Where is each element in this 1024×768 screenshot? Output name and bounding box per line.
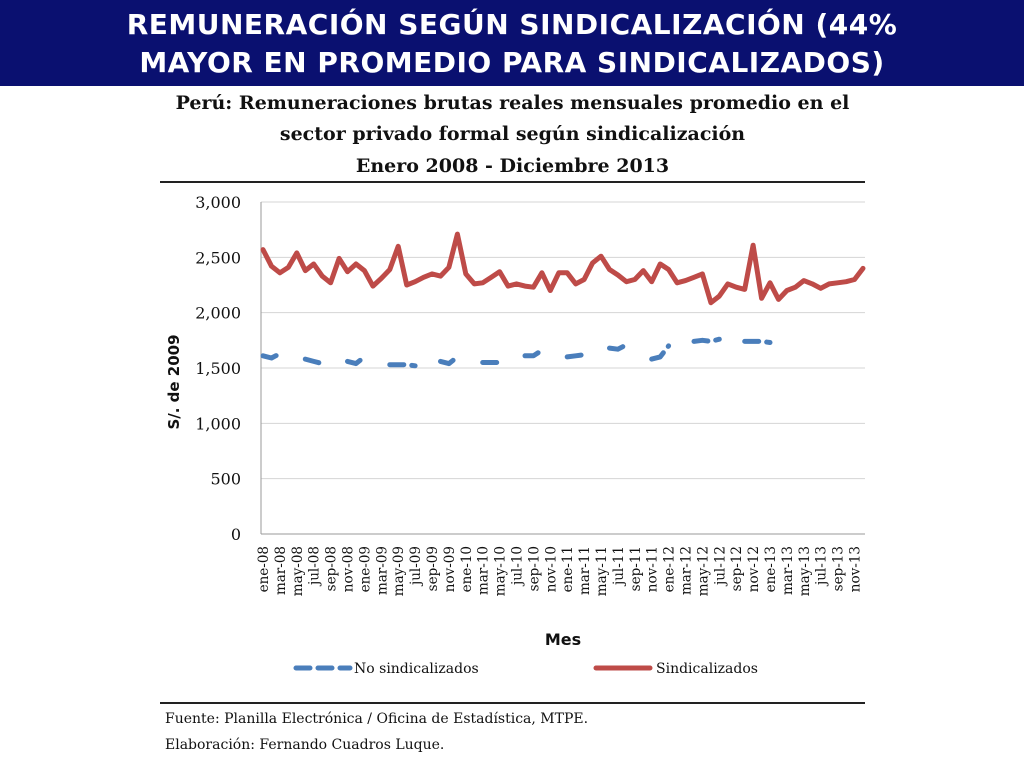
x-tick-label: mar-13	[780, 546, 796, 595]
chart-subtitle: Enero 2008 - Diciembre 2013	[355, 155, 670, 177]
y-tick-label: 1,500	[195, 359, 241, 378]
y-tick-label: 3,000	[195, 193, 241, 212]
x-tick-label: ene-09	[357, 546, 373, 592]
chart-title-line1: Perú: Remuneraciones brutas reales mensu…	[175, 92, 850, 114]
legend-label-sindicalizados: Sindicalizados	[656, 661, 758, 677]
legend-label-no-sindicalizados: No sindicalizados	[354, 661, 479, 677]
x-tick-label: jul-12	[712, 546, 728, 587]
x-tick-label: mar-08	[273, 546, 289, 595]
x-tick-label: may-13	[797, 546, 813, 596]
x-axis-title: Mes	[545, 630, 581, 649]
top-rule	[160, 181, 865, 183]
source-note: Fuente: Planilla Electrónica / Oficina d…	[165, 711, 589, 727]
x-tick-label: sep-12	[729, 546, 745, 591]
y-tick-label: 0	[231, 525, 241, 544]
x-tick-label: ene-12	[662, 546, 678, 592]
x-tick-label: mar-11	[577, 546, 593, 595]
x-tick-label: may-09	[391, 546, 407, 596]
bottom-rule	[160, 702, 865, 704]
x-tick-label: ene-13	[763, 546, 779, 592]
chart-title-line2: sector privado formal según sindicalizac…	[279, 123, 746, 145]
x-tick-label: nov-13	[848, 546, 864, 592]
x-tick-label: nov-08	[341, 546, 357, 592]
x-tick-label: ene-11	[560, 546, 576, 592]
x-tick-label: sep-09	[425, 546, 441, 591]
x-tick-label: sep-11	[628, 546, 644, 591]
title-banner: REMUNERACIÓN SEGÚN SINDICALIZACIÓN (44% …	[0, 0, 1024, 86]
x-tick-label: mar-12	[679, 546, 695, 595]
y-tick-label: 1,000	[195, 414, 241, 433]
x-tick-label: ene-10	[459, 546, 475, 592]
x-tick-label: may-10	[493, 546, 509, 596]
x-tick-label: sep-08	[324, 546, 340, 591]
x-tick-label: jul-11	[611, 546, 627, 587]
y-axis-title: S/. de 2009	[165, 334, 183, 429]
x-tick-label: nov-09	[442, 546, 458, 592]
x-tick-label: may-11	[594, 546, 610, 596]
x-tick-label: ene-08	[256, 546, 272, 592]
series-line-sindicalizados	[260, 231, 866, 306]
banner-title-line2: MAYOR EN PROMEDIO PARA SINDICALIZADOS)	[139, 46, 885, 79]
y-tick-label: 2,000	[195, 304, 241, 323]
series-line-no-sindicalizados	[260, 336, 773, 369]
x-tick-label: nov-12	[746, 546, 762, 592]
x-tick-label: jul-13	[814, 546, 830, 587]
credit-note: Elaboración: Fernando Cuadros Luque.	[165, 737, 445, 753]
y-tick-label: 500	[210, 470, 241, 489]
x-tick-label: jul-08	[307, 546, 323, 587]
x-tick-label: mar-09	[374, 546, 390, 595]
x-tick-label: nov-11	[645, 546, 661, 592]
x-tick-label: sep-13	[831, 546, 847, 591]
x-tick-label: may-12	[695, 546, 711, 596]
x-tick-label: mar-10	[476, 546, 492, 595]
x-tick-label: jul-10	[510, 546, 526, 587]
banner-title-line1: REMUNERACIÓN SEGÚN SINDICALIZACIÓN (44%	[126, 8, 898, 41]
y-tick-label: 2,500	[195, 248, 241, 267]
x-tick-label: jul-09	[408, 546, 424, 587]
x-tick-label: sep-10	[526, 546, 542, 591]
x-tick-label: may-08	[290, 546, 306, 596]
x-tick-label: nov-10	[543, 546, 559, 592]
